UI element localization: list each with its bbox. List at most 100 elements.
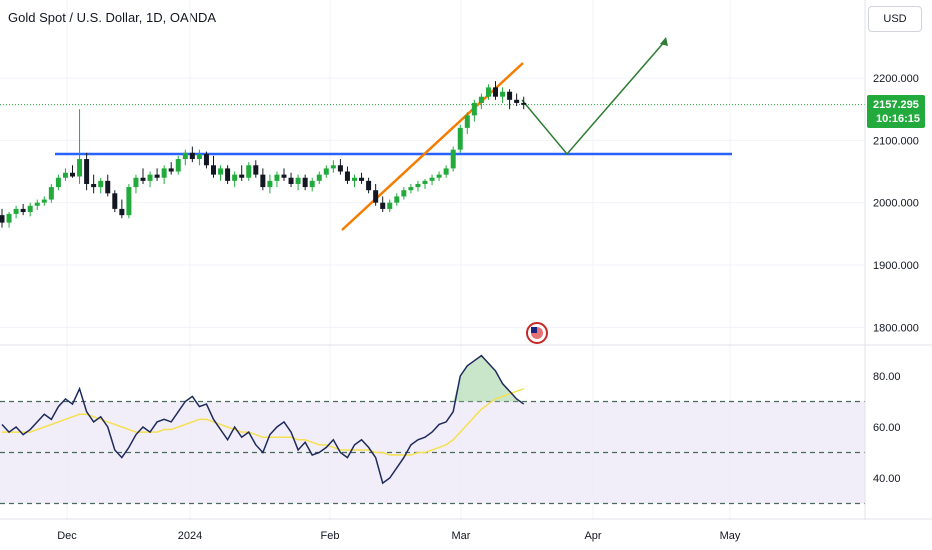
chart-title: Gold Spot / U.S. Dollar, 1D, OANDA xyxy=(8,10,217,25)
candle-body xyxy=(62,172,68,178)
candle-body xyxy=(225,168,231,181)
candle-body xyxy=(84,159,90,184)
candle-body xyxy=(161,168,167,178)
candle-body xyxy=(6,213,12,223)
candle-body xyxy=(274,174,280,181)
candle-body xyxy=(196,154,202,160)
rsi-tick-label: 60.00 xyxy=(873,422,901,434)
candle-body xyxy=(27,205,33,213)
candle-body xyxy=(507,91,513,100)
candles xyxy=(0,81,527,228)
candle-body xyxy=(485,87,491,97)
candle-body xyxy=(478,96,484,103)
candle-body xyxy=(140,177,146,181)
candle-body xyxy=(344,171,350,181)
candle-body xyxy=(112,193,118,209)
candle-body xyxy=(182,152,188,160)
price-tag-countdown: 10:16:15 xyxy=(876,113,920,125)
candle-body xyxy=(493,87,498,97)
candle-body xyxy=(429,177,435,181)
candle-body xyxy=(443,168,449,175)
rsi-panel xyxy=(0,354,865,505)
time-tick-label: Feb xyxy=(321,530,340,542)
price-tag: 2157.295 10:16:15 xyxy=(867,95,925,128)
candle-body xyxy=(288,177,294,184)
rsi-tick-label: 80.00 xyxy=(873,371,901,383)
candle-body xyxy=(394,196,400,203)
candle-body xyxy=(34,202,40,206)
candle-body xyxy=(267,180,273,188)
currency-button[interactable]: USD xyxy=(868,6,922,32)
candle-body xyxy=(211,165,216,175)
candle-body xyxy=(175,159,181,172)
drawings xyxy=(0,37,865,231)
candle-body xyxy=(281,174,287,178)
event-marker[interactable] xyxy=(526,322,548,344)
candle-body xyxy=(119,208,125,216)
candle-body xyxy=(105,180,111,194)
price-tick-label: 1800.000 xyxy=(873,322,919,334)
us-flag-canton xyxy=(531,327,537,333)
candle-body xyxy=(77,159,83,177)
candle-body xyxy=(295,177,301,184)
candle-body xyxy=(98,180,104,188)
candle-body xyxy=(415,183,421,188)
candle-body xyxy=(521,102,527,105)
price-tick-label: 2200.000 xyxy=(873,73,919,85)
candle-body xyxy=(450,149,456,169)
candle-body xyxy=(48,187,54,200)
candle-body xyxy=(41,199,47,203)
candle-body xyxy=(323,168,329,175)
candle-body xyxy=(239,174,245,178)
candle-body xyxy=(154,174,160,178)
candle-body xyxy=(380,202,386,209)
candle-body xyxy=(352,177,357,181)
candle-body xyxy=(514,99,520,103)
candle-body xyxy=(436,174,442,178)
time-tick-label: 2024 xyxy=(178,530,202,542)
price-tick-label: 2000.000 xyxy=(873,198,919,210)
candle-body xyxy=(408,187,414,191)
time-tick-label: Dec xyxy=(57,530,77,542)
candle-body xyxy=(13,208,19,214)
rsi-line xyxy=(1,354,525,485)
candle-body xyxy=(147,174,153,181)
candle-body xyxy=(126,187,132,216)
candle-body xyxy=(70,172,75,177)
candle-body xyxy=(91,183,97,188)
candle-body xyxy=(457,127,463,150)
candle-body xyxy=(471,102,477,116)
time-tick-label: Apr xyxy=(584,530,601,542)
candle-body xyxy=(401,190,407,197)
price-tag-bg xyxy=(867,95,925,128)
rsi-overbought-fill xyxy=(446,355,524,402)
candle-body xyxy=(330,165,336,169)
time-tick-label: May xyxy=(720,530,741,542)
candle-body xyxy=(464,115,470,128)
price-tick-label: 2100.000 xyxy=(873,135,919,147)
rsi-tick-label: 40.00 xyxy=(873,473,901,485)
candle-body xyxy=(246,165,252,178)
candle-body xyxy=(373,190,379,203)
candle-body xyxy=(253,165,259,175)
candle-body xyxy=(260,174,266,188)
candle-body xyxy=(168,168,174,172)
candle-body xyxy=(55,177,61,188)
candle-body xyxy=(422,180,428,184)
time-tick-label: Mar xyxy=(452,530,471,542)
candle-body xyxy=(366,180,372,191)
candle-body xyxy=(20,208,26,213)
price-tag-value: 2157.295 xyxy=(873,99,919,111)
projection-path xyxy=(521,39,667,156)
candle-body xyxy=(309,180,315,188)
candle-body xyxy=(316,174,322,181)
candle-body xyxy=(0,215,5,223)
candle-body xyxy=(337,165,343,172)
trend-channel-line xyxy=(341,62,524,231)
price-tick-label: 1900.000 xyxy=(873,260,919,272)
candle-body xyxy=(189,152,195,160)
candle-body xyxy=(232,174,238,181)
candle-body xyxy=(218,168,224,175)
candle-body xyxy=(359,177,365,181)
